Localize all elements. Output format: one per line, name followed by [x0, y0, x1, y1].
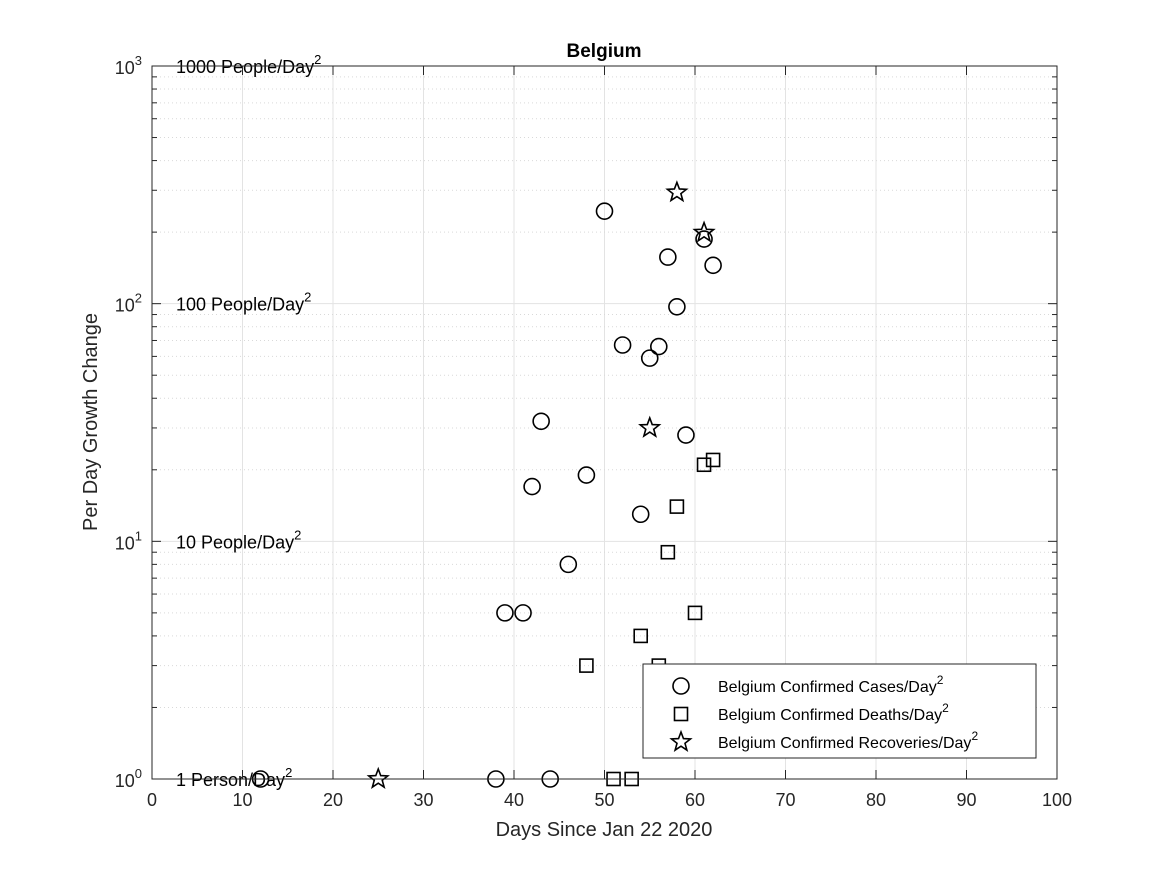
x-tick-label: 50 — [594, 790, 614, 810]
legend-entry: Belgium Confirmed Recoveries/Day2 — [718, 729, 978, 752]
star-marker — [366, 766, 390, 789]
circle-marker — [523, 477, 541, 496]
y-tick-label: 102 — [115, 291, 142, 316]
y-tick-label: 100 — [115, 766, 142, 791]
grid — [152, 66, 1057, 779]
x-tick-label: 60 — [685, 790, 705, 810]
circle-marker — [668, 298, 686, 316]
circle-marker — [677, 426, 695, 444]
legend-star-marker — [669, 729, 693, 752]
x-tick-label: 20 — [323, 790, 343, 810]
y-tick-label: 101 — [115, 528, 142, 553]
square-marker — [669, 499, 685, 514]
tick-marks — [151, 66, 1058, 780]
star-marker — [692, 220, 716, 243]
chart-title: Belgium — [567, 41, 642, 62]
star-marker — [665, 180, 689, 203]
reference-label: 1000 People/Day2 — [176, 52, 321, 77]
legend-entry: Belgium Confirmed Cases/Day2 — [718, 673, 944, 696]
legend-square-marker — [673, 706, 689, 722]
legend-circle-marker — [672, 677, 690, 695]
circle-marker — [695, 230, 713, 248]
circle-marker — [559, 555, 578, 574]
circle-marker — [577, 466, 596, 484]
circle-marker — [631, 505, 650, 524]
x-tick-label: 10 — [232, 790, 252, 810]
x-tick-label: 100 — [1042, 790, 1072, 810]
y-axis-label: Per Day Growth Change — [80, 313, 102, 531]
circle-marker — [532, 412, 550, 431]
x-tick-label: 40 — [504, 790, 524, 810]
square-marker — [579, 658, 594, 673]
reference-label: 10 People/Day2 — [176, 527, 301, 552]
square-marker — [687, 605, 703, 621]
circle-marker — [613, 336, 632, 354]
circle-marker — [496, 604, 514, 622]
x-tick-label: 30 — [413, 790, 433, 810]
x-axis-label: Days Since Jan 22 2020 — [496, 819, 713, 841]
y-tick-label: 103 — [115, 53, 142, 78]
circle-marker — [595, 202, 614, 220]
square-marker — [705, 452, 721, 468]
circle-marker — [704, 256, 722, 275]
circle-marker — [659, 248, 677, 266]
circle-marker — [640, 349, 659, 367]
square-marker — [633, 628, 649, 644]
circle-marker — [514, 604, 532, 622]
star-marker — [638, 415, 662, 438]
legend: Belgium Confirmed Cases/Day2 Belgium Conf… — [642, 663, 1037, 759]
x-tick-labels: 0 10 20 30 40 50 60 70 80 90 100 — [147, 790, 1072, 810]
x-tick-label: 80 — [866, 790, 886, 810]
reference-labels: 1 Person/Day2 10 People/Day2 100 People/Da… — [176, 52, 321, 790]
y-tick-labels: 100 101 102 103 — [115, 53, 142, 791]
x-tick-label: 0 — [147, 790, 157, 810]
circle-marker — [649, 337, 668, 356]
reference-label: 100 People/Day2 — [176, 290, 311, 315]
square-marker — [696, 457, 712, 473]
legend-entry: Belgium Confirmed Deaths/Day2 — [718, 701, 949, 724]
square-marker — [660, 544, 676, 560]
x-tick-label: 90 — [956, 790, 976, 810]
reference-label: 1 Person/Day2 — [176, 765, 292, 790]
x-tick-label: 70 — [775, 790, 795, 810]
legend-box — [642, 663, 1037, 759]
